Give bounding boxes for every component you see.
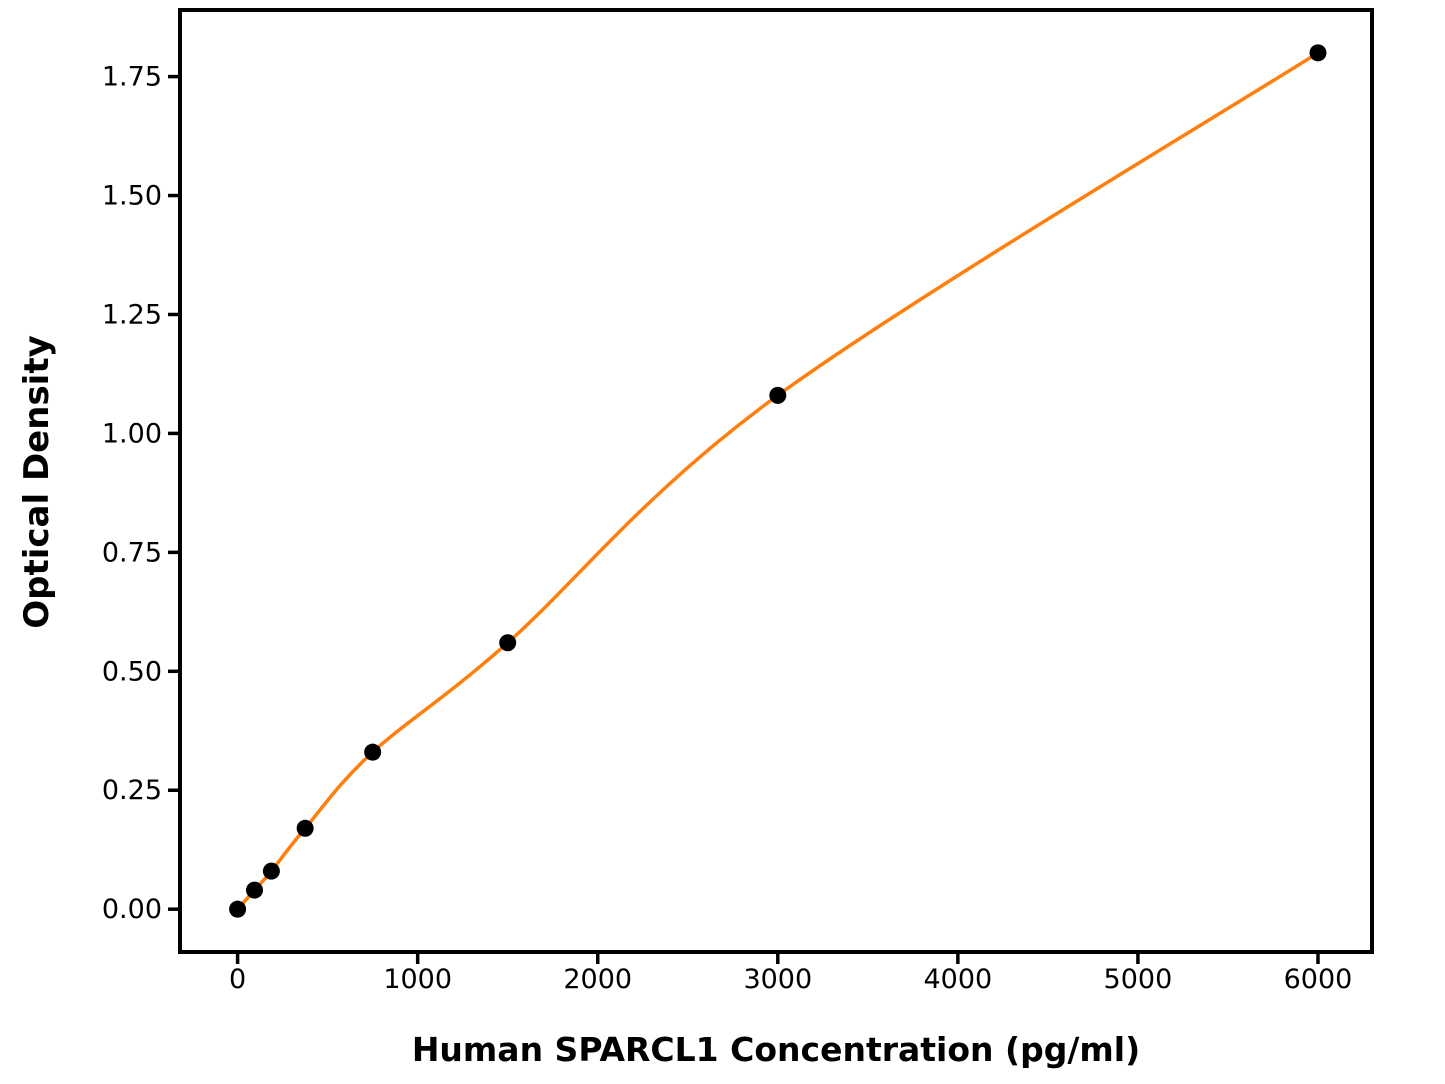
data-point <box>499 634 517 652</box>
data-point <box>769 386 787 404</box>
x-tick-label: 3000 <box>743 964 812 995</box>
x-axis-title: Human SPARCL1 Concentration (pg/ml) <box>411 1030 1141 1069</box>
y-tick-label: 1.75 <box>102 62 162 93</box>
x-tick-label: 0 <box>229 964 246 995</box>
fit-curve <box>235 51 1320 911</box>
y-tick-label: 0.75 <box>102 537 162 568</box>
axis-frame <box>178 8 1374 954</box>
y-axis-title: Optical Density <box>17 335 57 629</box>
data-point <box>1309 44 1327 62</box>
x-tick-label: 6000 <box>1284 964 1353 995</box>
x-tick-label: 5000 <box>1104 964 1173 995</box>
y-tick-label: 1.25 <box>102 299 162 330</box>
data-point <box>262 862 280 880</box>
y-tick-label: 1.50 <box>102 181 162 212</box>
x-tick-label: 4000 <box>924 964 993 995</box>
data-point <box>364 743 382 761</box>
y-tick-label: 0.00 <box>102 894 162 925</box>
data-point <box>246 881 264 899</box>
x-tick-label: 2000 <box>563 964 632 995</box>
x-tick-label: 1000 <box>383 964 452 995</box>
data-point <box>229 900 247 918</box>
data-point <box>296 819 314 837</box>
y-tick-label: 1.00 <box>102 418 162 449</box>
y-tick-label: 0.25 <box>102 775 162 806</box>
y-tick-label: 0.50 <box>102 656 162 687</box>
